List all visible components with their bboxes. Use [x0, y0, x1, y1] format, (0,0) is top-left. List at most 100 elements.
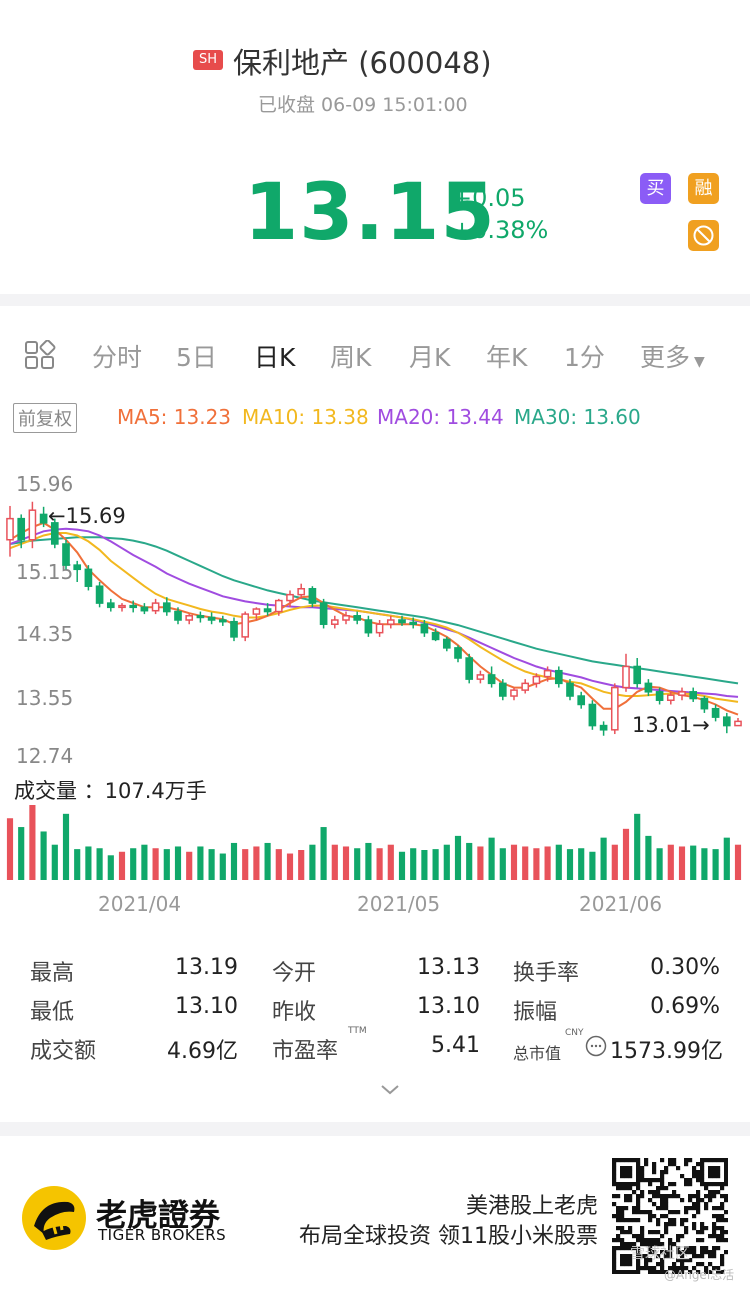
- y-tick-label: 13.55: [16, 686, 74, 710]
- candle: [487, 666, 496, 688]
- volume-bar: [376, 848, 383, 880]
- watermark: 雪球社区: [630, 1244, 691, 1262]
- candle: [521, 679, 530, 694]
- tab-daily-k[interactable]: 日K: [254, 343, 296, 372]
- volume-bar: [118, 851, 126, 880]
- stat-turnover-value: 0.30%: [650, 955, 720, 980]
- tab-5day[interactable]: 5日: [176, 343, 217, 372]
- candle: [577, 691, 586, 709]
- candle: [689, 687, 698, 702]
- candle: [599, 721, 608, 736]
- candle: [95, 581, 104, 608]
- ma30-line: [9, 536, 739, 685]
- volume-bar: [477, 846, 484, 880]
- volume-bar: [275, 849, 282, 880]
- volume-bar: [141, 844, 148, 880]
- volume-bar: [421, 850, 428, 880]
- tab-intraday[interactable]: 分时: [92, 343, 143, 372]
- volume-bar: [130, 848, 137, 880]
- candle: [666, 691, 675, 705]
- buy-button[interactable]: 买: [640, 173, 671, 204]
- volume-bar: [354, 848, 361, 880]
- stat-amount-label: 成交额: [30, 1039, 97, 1064]
- volume-bar: [499, 848, 506, 880]
- candle: [386, 615, 395, 629]
- volume-bar: [186, 851, 193, 880]
- candle: [476, 670, 485, 684]
- promo-line1: 美港股上老虎: [465, 1194, 598, 1219]
- candle: [140, 603, 149, 615]
- footer-divider: [0, 1122, 750, 1136]
- candle: [129, 600, 138, 613]
- candle: [62, 539, 70, 570]
- volume-bar: [410, 848, 417, 880]
- volume-bar: [555, 844, 562, 880]
- volume-bar: [197, 846, 204, 880]
- stat-open-label: 今开: [272, 961, 317, 986]
- tab-yearly-k[interactable]: 年K: [486, 343, 528, 372]
- volume-bar: [533, 848, 540, 880]
- candle: [252, 607, 261, 620]
- y-tick-label: 12.74: [16, 744, 74, 768]
- volume-bar: [634, 813, 641, 880]
- stat-low-label: 最低: [30, 1000, 75, 1025]
- candle: [465, 653, 474, 684]
- tab-more-label: 更多: [640, 343, 691, 372]
- stock-title: 保利地产 (600048): [233, 46, 492, 80]
- volume-bar: [443, 844, 450, 880]
- margin-button[interactable]: 融: [688, 173, 719, 204]
- volume-bar: [96, 848, 103, 880]
- more-info-icon[interactable]: [585, 1035, 607, 1057]
- stat-pe-value: 5.41: [431, 1033, 480, 1058]
- section-divider: [0, 294, 750, 306]
- candle: [420, 620, 429, 637]
- tab-weekly-k[interactable]: 周K: [330, 343, 372, 372]
- candle: [633, 658, 642, 688]
- stat-turnover-label: 换手率: [513, 961, 580, 986]
- y-tick-label: 15.96: [16, 472, 74, 496]
- short-disabled-icon[interactable]: [688, 220, 719, 251]
- grid-layout-icon[interactable]: [24, 340, 56, 370]
- candle: [364, 615, 373, 637]
- period-tabs: 分时 5日 日K 周K 月K 年K 1分 更多 ▼: [0, 326, 750, 382]
- volume-bar: [645, 835, 652, 880]
- candle: [655, 687, 664, 705]
- tab-monthly-k[interactable]: 月K: [409, 343, 451, 372]
- tab-more[interactable]: 更多 ▼: [640, 338, 705, 374]
- candle: [39, 506, 48, 528]
- candle: [566, 679, 574, 701]
- adjust-toggle[interactable]: 前复权: [13, 403, 77, 433]
- volume-bar: [454, 835, 462, 880]
- candle: [319, 598, 328, 629]
- chevron-down-icon[interactable]: [378, 1082, 402, 1098]
- watermark-user: @Angel忘活: [664, 1268, 735, 1282]
- ma5-legend: MA5: 13.23: [117, 405, 232, 429]
- candle: [6, 505, 14, 557]
- candle: [588, 700, 597, 730]
- volume-bar: [342, 846, 350, 880]
- candlestick-chart[interactable]: [0, 440, 750, 920]
- last-price: 13.15: [244, 168, 496, 258]
- candle: [734, 717, 742, 727]
- candle: [106, 598, 115, 612]
- candle: [498, 679, 507, 701]
- brand-name-en: TIGER BROKERS: [98, 1226, 227, 1244]
- candle: [84, 565, 93, 591]
- stat-mktcap-sup: CNY: [565, 1028, 584, 1038]
- candle: [230, 617, 238, 642]
- volume-bar: [734, 844, 742, 880]
- stat-high-value: 13.19: [175, 955, 238, 980]
- candle: [375, 620, 384, 637]
- volume-bar: [286, 853, 294, 880]
- candle: [442, 636, 451, 652]
- volume-bar: [163, 849, 170, 880]
- volume-bar: [152, 848, 159, 880]
- volume-bar: [18, 827, 25, 880]
- tab-1min[interactable]: 1分: [564, 343, 605, 372]
- stat-amplitude-label: 振幅: [513, 1000, 558, 1025]
- volume-bar: [398, 851, 406, 880]
- volume-bar: [622, 828, 630, 880]
- candle: [308, 586, 317, 608]
- candle: [353, 611, 362, 625]
- no-short-icon: [693, 225, 714, 246]
